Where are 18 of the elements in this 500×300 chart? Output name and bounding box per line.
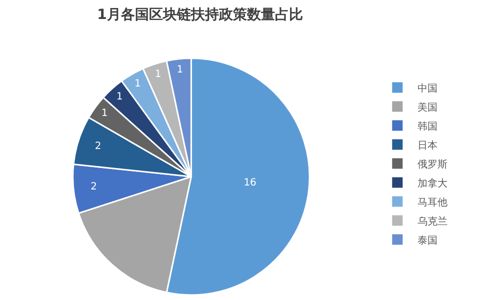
data-label: 1 xyxy=(116,92,123,103)
data-label: 1 xyxy=(134,78,141,90)
legend-label: 马耳他 xyxy=(417,196,448,208)
legend-label: 韩国 xyxy=(417,120,438,132)
data-label: 2 xyxy=(90,181,97,192)
data-label: 2 xyxy=(94,140,102,152)
legend-label: 俄罗斯 xyxy=(417,158,448,170)
legend-label: 美国 xyxy=(417,101,438,114)
legend-label: 中国 xyxy=(417,82,438,94)
data-label: 16 xyxy=(244,177,256,188)
data-label: 1 xyxy=(176,64,184,76)
data-label: 1 xyxy=(101,108,108,120)
legend-label: 泰国 xyxy=(417,235,438,246)
chart-title: 1月各国区块链扶持政策数量占比 xyxy=(97,6,303,23)
legend-label: 加拿大 xyxy=(417,177,448,190)
legend-label: 日本 xyxy=(417,139,438,152)
legend-label: 乌克兰 xyxy=(417,215,448,228)
data-label: 1 xyxy=(154,69,162,80)
